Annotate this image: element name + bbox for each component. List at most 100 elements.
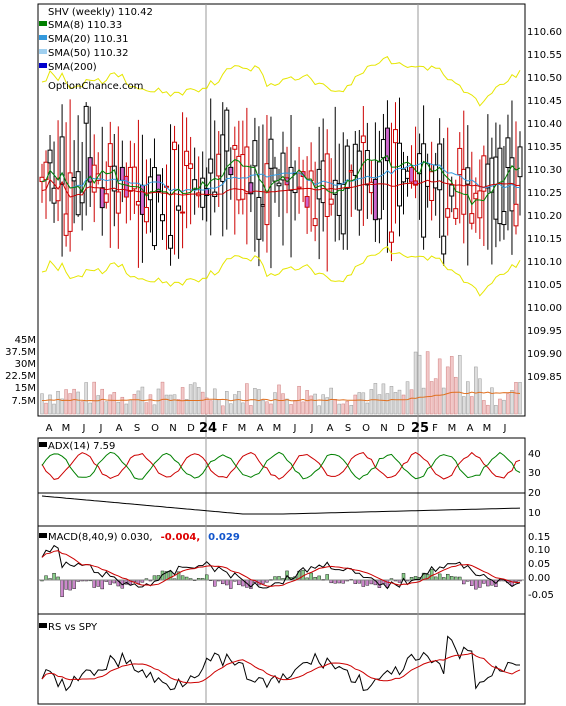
- candle-body: [135, 201, 141, 206]
- candle-body: [160, 214, 166, 222]
- macd-histogram-bar: [44, 575, 48, 581]
- candle-body: [172, 141, 178, 151]
- volume-bar: [229, 403, 233, 415]
- candle-body: [123, 175, 129, 198]
- macd-histogram-bar: [225, 579, 229, 586]
- candle-body: [208, 158, 214, 174]
- price-tick: 110.60: [527, 27, 562, 38]
- volume-bar: [321, 394, 325, 415]
- macd-histogram-bar: [237, 579, 241, 586]
- volume-tick: 7.5M: [11, 396, 36, 407]
- volume-bar: [56, 391, 60, 415]
- volume-bar: [466, 381, 470, 415]
- volume-bar: [120, 396, 125, 415]
- candle-body: [445, 208, 451, 218]
- macd-histogram-bar: [277, 576, 281, 581]
- x-tick: S: [134, 423, 140, 434]
- macd-line: [41, 544, 521, 590]
- price-tick: 110.00: [527, 303, 562, 314]
- x-tick: A: [116, 423, 123, 434]
- adx-minus-di-line: [41, 451, 521, 481]
- macd-histogram-bar: [450, 576, 454, 581]
- sma50-legend-swatch: [39, 49, 47, 54]
- volume-bar: [506, 393, 510, 415]
- candle-body: [376, 161, 382, 220]
- x-tick: O: [151, 423, 159, 434]
- x-tick: A: [327, 423, 334, 434]
- candle-body: [324, 153, 330, 217]
- volume-bar: [514, 382, 518, 415]
- macd-histogram-bar: [369, 579, 374, 585]
- volume-bar: [413, 351, 418, 415]
- volume-bar: [200, 391, 205, 415]
- volume-bar: [168, 394, 173, 415]
- chart-title: SHV (weekly) 110.42: [48, 7, 153, 18]
- volume-bar: [176, 399, 181, 415]
- volume-tick: 22.5M: [5, 371, 36, 382]
- macd-histogram-bar: [136, 579, 141, 584]
- volume-bar: [357, 392, 362, 415]
- macd-histogram-bar: [462, 579, 466, 585]
- adx-tick: 20: [528, 488, 541, 499]
- candle-body: [111, 165, 117, 192]
- x-tick: O: [362, 423, 370, 434]
- price-tick: 110.35: [527, 142, 562, 153]
- volume-bar: [361, 392, 366, 415]
- volume-bar: [144, 402, 149, 415]
- volume-bar: [40, 393, 44, 415]
- x-tick: A: [257, 423, 264, 434]
- x-tick: F: [222, 423, 228, 434]
- candle-body: [180, 211, 186, 214]
- x-tick: J: [310, 423, 314, 434]
- x-tick: M: [483, 423, 492, 434]
- volume-bar: [237, 391, 241, 415]
- volume-bar: [462, 396, 466, 415]
- macd-histogram-bar: [261, 579, 265, 585]
- volume-bar: [329, 387, 333, 415]
- x-tick: J: [99, 423, 103, 434]
- macd-label: MACD(8,40,9) 0.030, -0.004, 0.029: [48, 532, 240, 543]
- candle-body: [461, 168, 467, 215]
- sma8-line: [41, 155, 521, 206]
- candle-body: [220, 134, 226, 182]
- x-tick: A: [467, 423, 474, 434]
- macd-histogram-bar: [168, 571, 173, 581]
- price-overlays: [41, 56, 521, 402]
- candle-body: [312, 218, 318, 227]
- volume-bar: [225, 391, 229, 415]
- macd-tick: 0.05: [528, 559, 550, 570]
- price-tick: 110.10: [527, 257, 562, 268]
- candle-body: [119, 166, 125, 181]
- macd-histogram-bar: [309, 572, 313, 581]
- macd-histogram-bar: [365, 579, 370, 586]
- volume-bar: [341, 403, 346, 415]
- volume-bar: [116, 401, 121, 415]
- volume-bar: [212, 388, 217, 415]
- volume-bar: [345, 401, 350, 415]
- candle-body: [421, 143, 427, 238]
- volume-bar: [273, 392, 277, 415]
- bollinger-lower-line: [41, 246, 521, 297]
- volume-bar: [429, 381, 434, 415]
- volume-bar: [265, 401, 269, 415]
- candle-body: [360, 135, 366, 144]
- price-tick: 110.50: [527, 73, 562, 84]
- volume-bar: [337, 403, 341, 415]
- volume-bar: [92, 381, 96, 415]
- macd-histogram-bar: [510, 579, 514, 586]
- candle-body: [505, 137, 511, 169]
- x-axis: A M J J A S O N D 24 F M A M J J A S O N…: [46, 421, 507, 436]
- x-tick: F: [432, 423, 438, 434]
- x-tick-year: 25: [411, 421, 429, 436]
- volume-bar: [192, 382, 197, 415]
- sma8-legend-swatch: [39, 21, 47, 26]
- candle-body: [372, 178, 378, 221]
- candle-body: [513, 203, 519, 227]
- candle-body: [316, 168, 322, 200]
- x-tick: M: [448, 423, 457, 434]
- red-average-line: [41, 178, 521, 198]
- volume-bar: [48, 394, 52, 415]
- volume-bar: [253, 388, 257, 415]
- adx-tick: 30: [528, 468, 541, 479]
